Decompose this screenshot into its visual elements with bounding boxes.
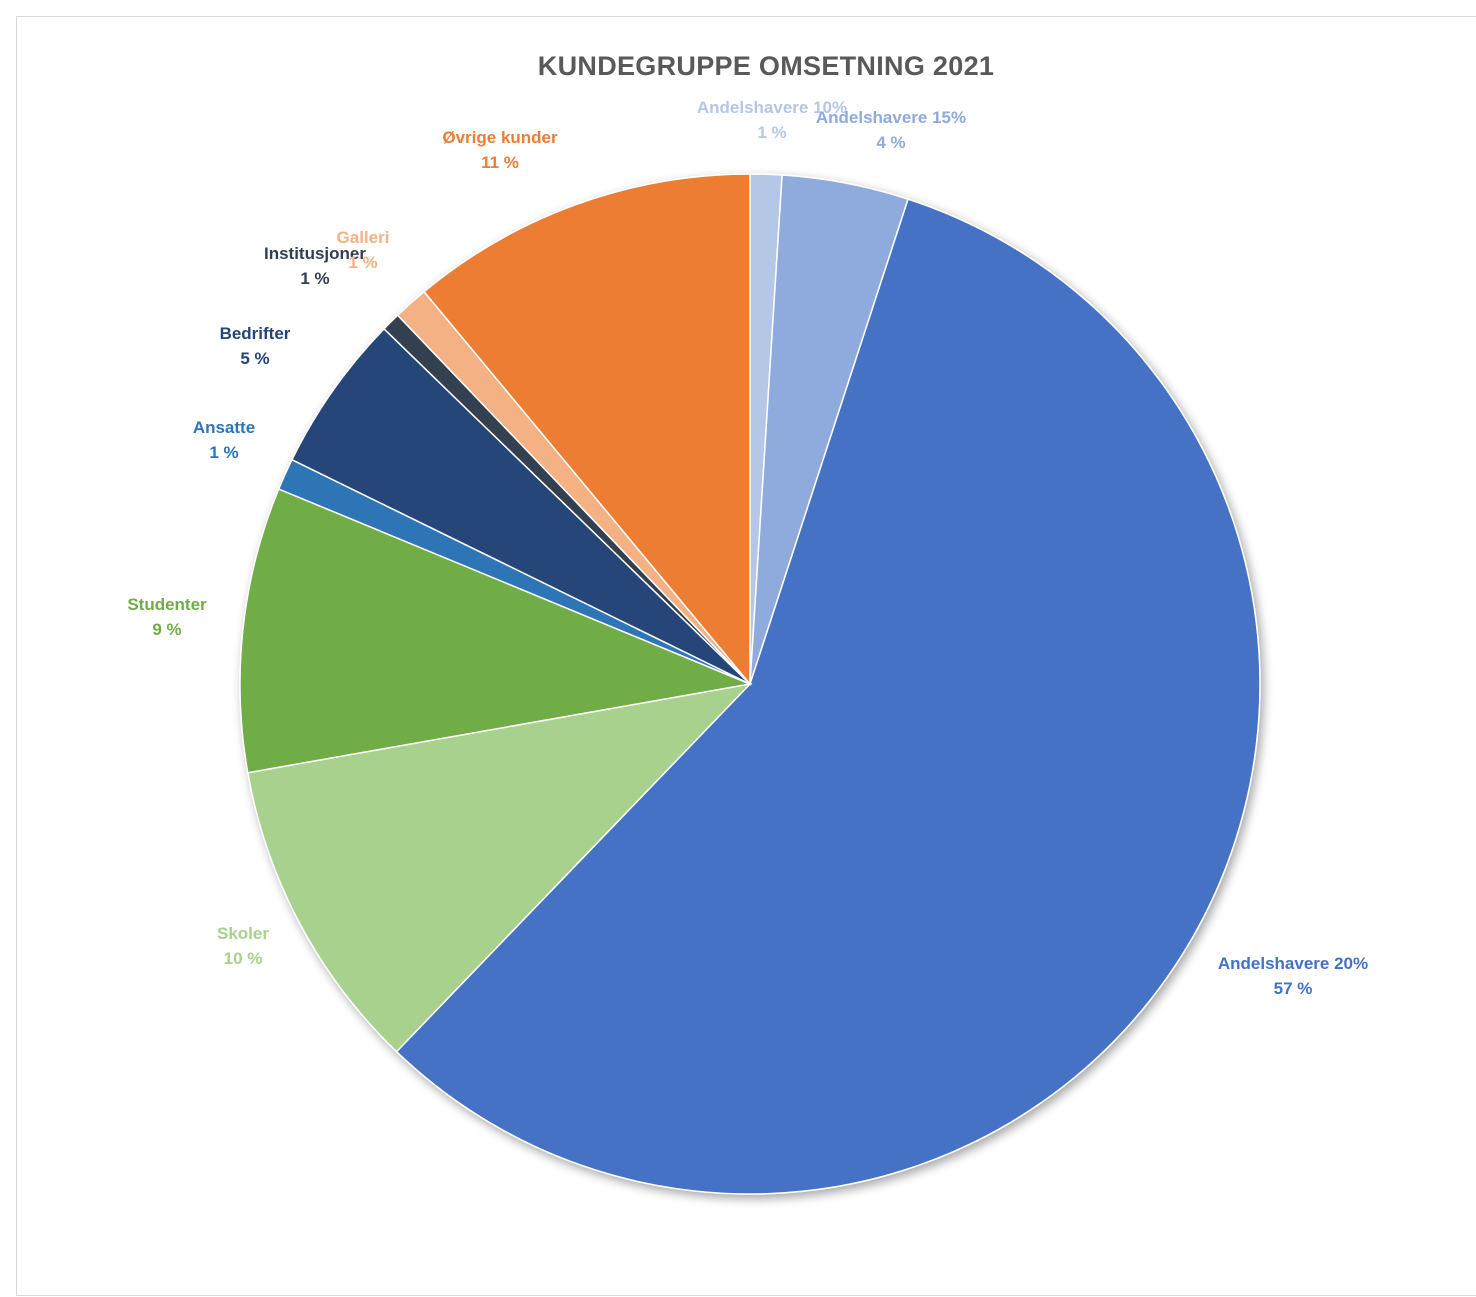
data-label-value: 1 % bbox=[757, 123, 786, 142]
chart-title: KUNDEGRUPPE OMSETNING 2021 bbox=[537, 51, 995, 81]
pie-slice-ovrige-kunder bbox=[423, 173, 751, 687]
data-label-value: 5 % bbox=[240, 349, 269, 368]
pie-slices bbox=[239, 173, 1261, 1195]
data-label-ovrige-kunder: Øvrige kunder 11 % bbox=[442, 128, 558, 172]
data-label-andelshavere-10: Andelshavere 10% 1 % bbox=[697, 98, 847, 142]
data-label-value: 1 % bbox=[300, 269, 329, 288]
pie-labels: Andelshavere 10% 1 %Andelshavere 15% 4 %An… bbox=[127, 98, 1368, 998]
data-label-category: Institusjoner bbox=[264, 244, 366, 263]
data-label-value: 4 % bbox=[876, 133, 905, 152]
data-label-value: 11 % bbox=[481, 153, 519, 172]
data-label-andelshavere-20: Andelshavere 20% 57 % bbox=[1218, 954, 1368, 998]
chart-area: KUNDEGRUPPE OMSETNING 2021 Andelshavere … bbox=[16, 16, 1476, 1296]
data-label-skoler: Skoler 10 % bbox=[217, 924, 269, 968]
data-label-andelshavere-15: Andelshavere 15% 4 % bbox=[816, 108, 966, 152]
data-label-category: Studenter bbox=[127, 595, 207, 614]
data-label-category: Galleri bbox=[337, 228, 390, 247]
data-label-value: 10 % bbox=[224, 949, 263, 968]
data-label-value: 9 % bbox=[152, 620, 181, 639]
data-label-bedrifter: Bedrifter 5 % bbox=[220, 324, 291, 368]
data-label-category: Andelshavere 15% bbox=[816, 108, 966, 127]
pie-slice-andelshavere-20 bbox=[395, 198, 1261, 1195]
data-label-category: Bedrifter bbox=[220, 324, 291, 343]
data-label-value: 1 % bbox=[209, 443, 238, 462]
data-label-category: Skoler bbox=[217, 924, 269, 943]
data-label-category: Andelshavere 20% bbox=[1218, 954, 1368, 973]
data-label-category: Andelshavere 10% bbox=[697, 98, 847, 117]
data-label-category: Ansatte bbox=[193, 418, 255, 437]
pie-slice-bedrifter bbox=[290, 327, 751, 685]
data-label-institusjoner: Institusjoner 1 % bbox=[264, 244, 366, 288]
data-label-galleri: Galleri 1 % bbox=[337, 228, 390, 272]
pie-chart: Andelshavere 10% 1 %Andelshavere 15% 4 %An… bbox=[127, 98, 1368, 1195]
pie-slice-skoler bbox=[246, 682, 753, 1053]
data-label-value: 57 % bbox=[1274, 979, 1313, 998]
data-label-ansatte: Ansatte 1 % bbox=[193, 418, 255, 462]
pie-slice-studenter bbox=[239, 488, 753, 774]
data-label-category: Øvrige kunder bbox=[442, 128, 558, 147]
data-label-studenter: Studenter 9 % bbox=[127, 595, 207, 639]
data-label-value: 1 % bbox=[348, 253, 377, 272]
